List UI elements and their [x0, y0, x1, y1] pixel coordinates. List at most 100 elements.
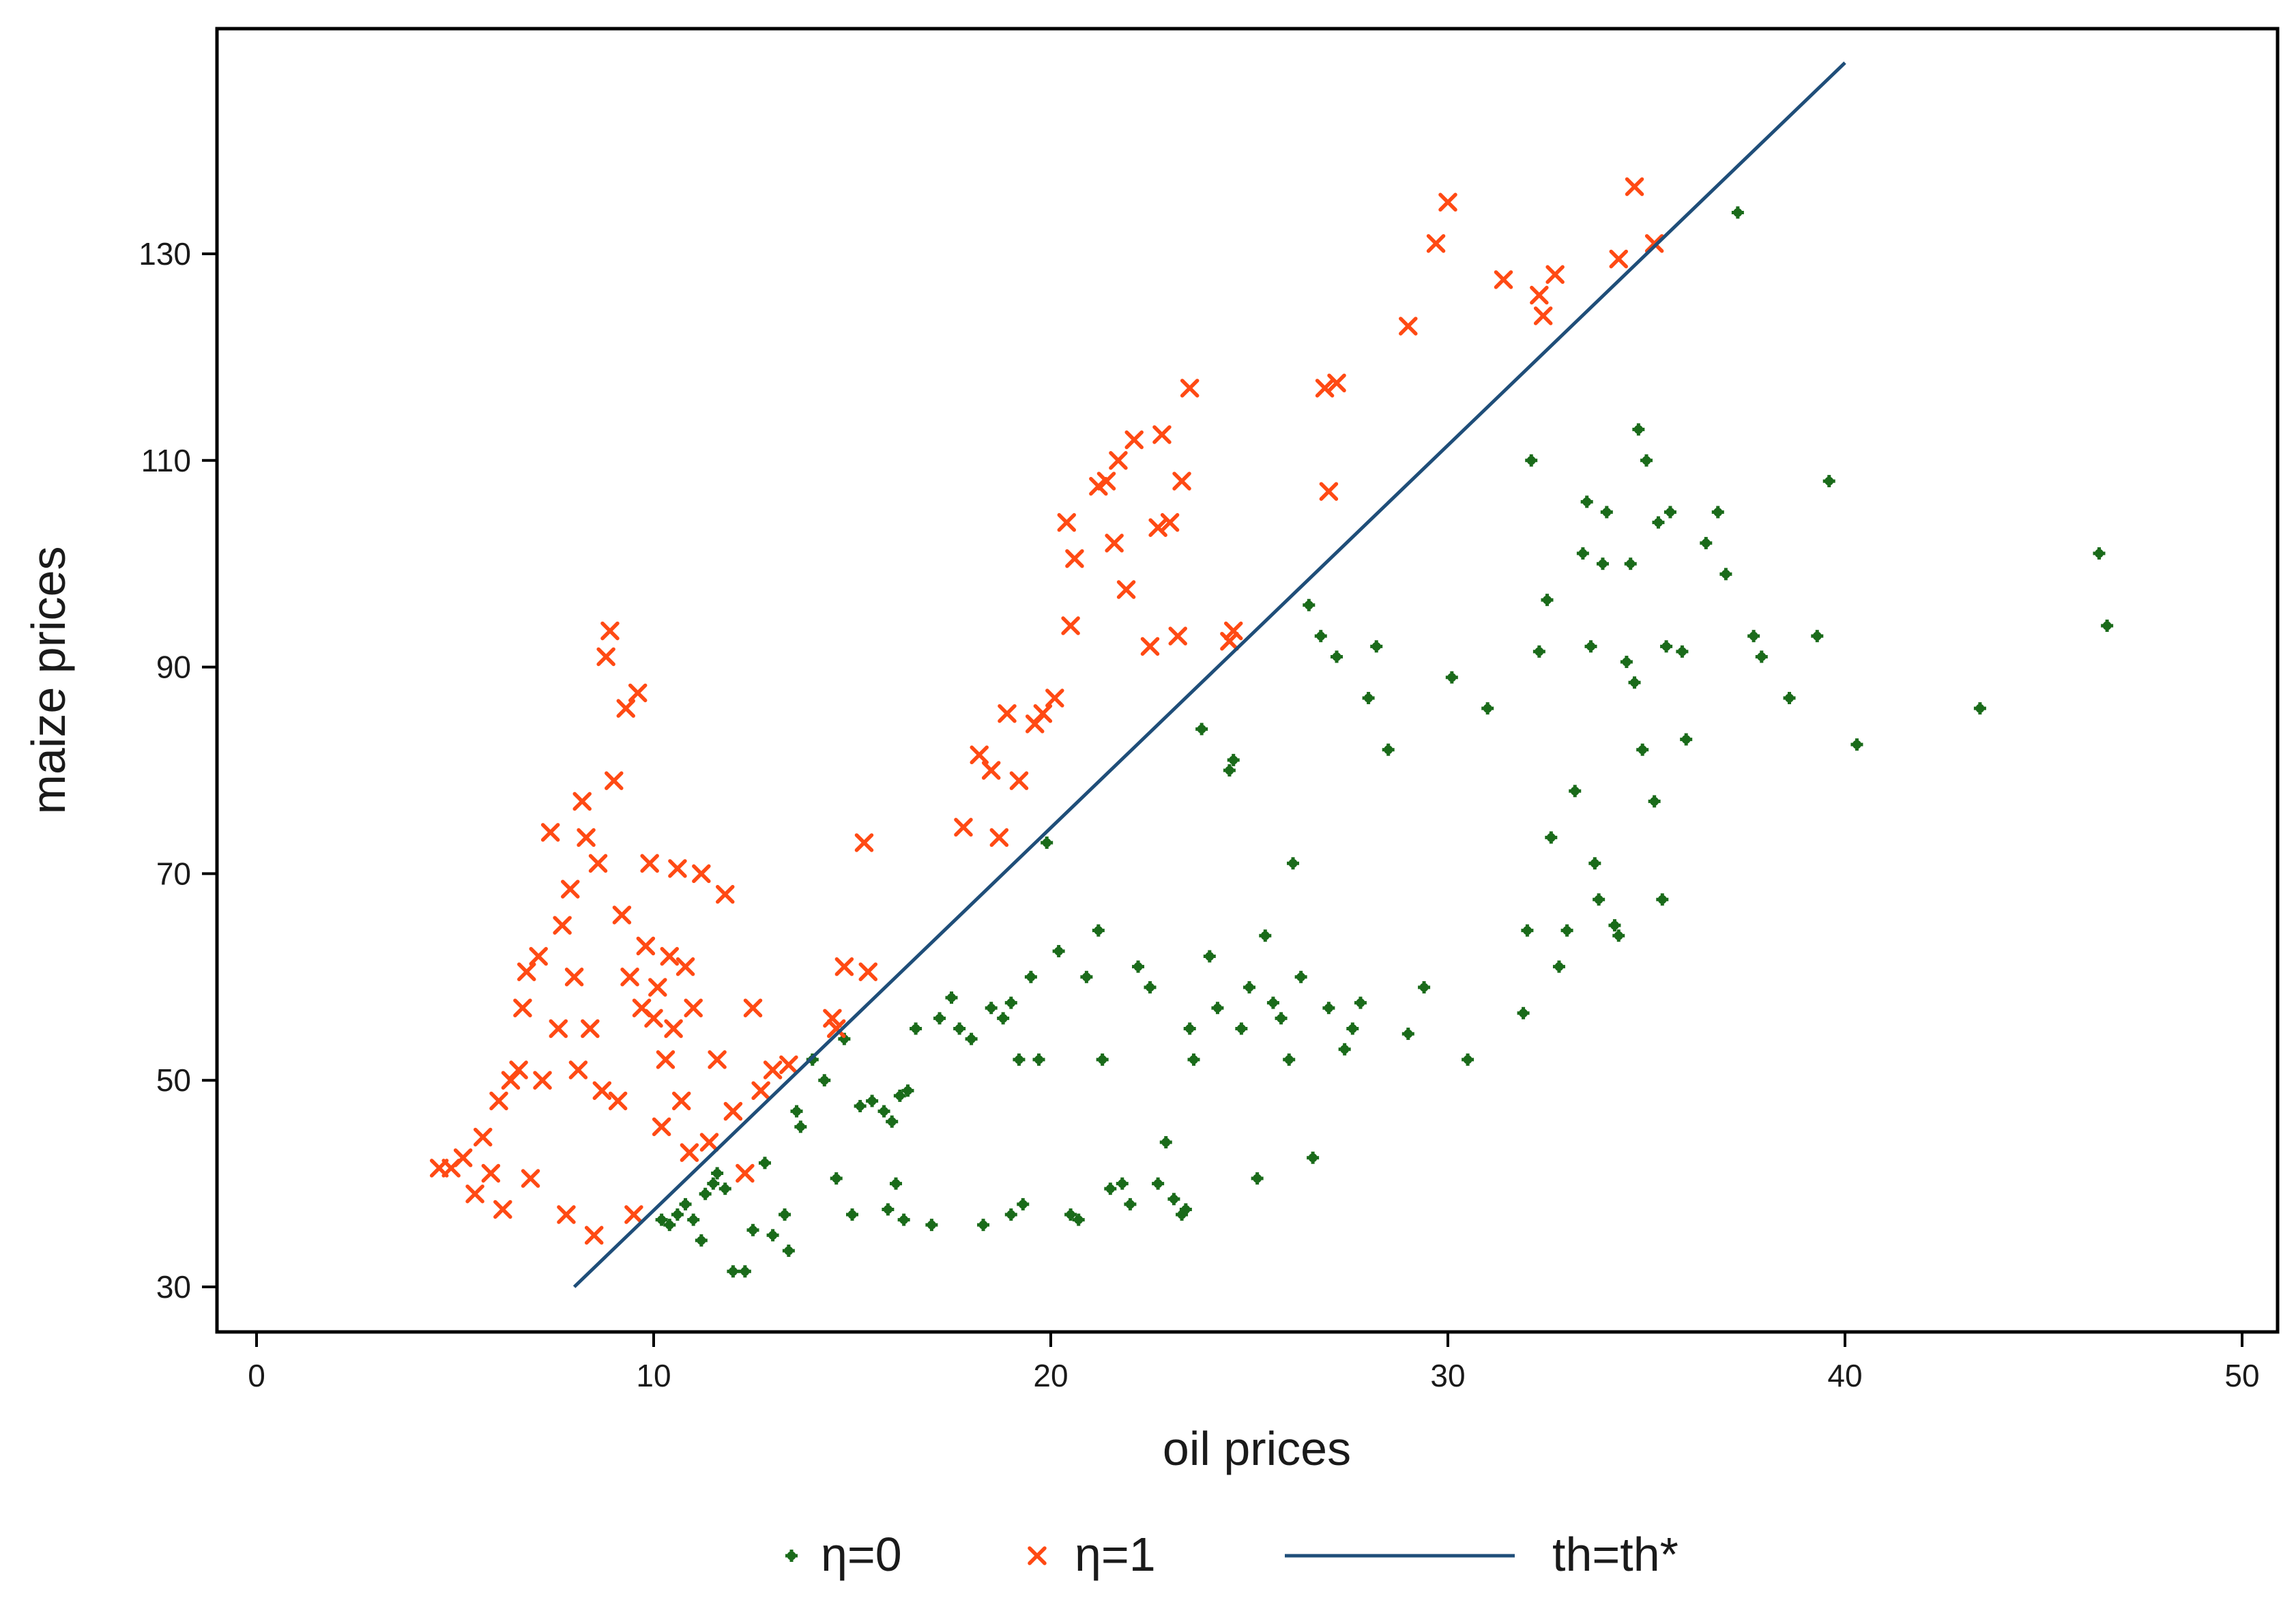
eta1-point	[605, 771, 624, 790]
eta1-point	[656, 1050, 675, 1069]
eta0-point	[890, 1177, 903, 1190]
y-tick-label: 50	[156, 1062, 191, 1098]
eta1-point	[465, 1184, 484, 1204]
cross-stroke	[540, 823, 560, 842]
eta0-point	[746, 1223, 759, 1236]
cross-stroke	[1148, 518, 1167, 537]
legend-item-threshold-line: th=th*	[1285, 1528, 1679, 1581]
eta1-point	[823, 1008, 842, 1028]
eta0-point	[1294, 970, 1307, 983]
eta0-point	[711, 1167, 724, 1180]
tick-group: 0 10 20 30 40 50 30 50 70 90 110 130	[139, 236, 2259, 1393]
legend-label-eta0: η=0	[821, 1528, 902, 1581]
eta1-point	[1105, 534, 1124, 553]
eta0-point	[1632, 423, 1645, 436]
eta1-point	[540, 823, 560, 842]
eta0-point	[1179, 1203, 1192, 1216]
eta0-point	[1401, 1028, 1414, 1041]
eta0-point	[1080, 970, 1093, 983]
legend-dot-marker	[785, 1550, 798, 1562]
eta1-point	[660, 946, 680, 966]
eta0-point	[679, 1198, 692, 1210]
eta1-point	[588, 854, 608, 873]
eta1-point	[1399, 317, 1418, 336]
eta1-point	[549, 1019, 568, 1039]
eta0-point	[727, 1265, 740, 1278]
eta1-point	[1625, 177, 1644, 197]
cross-stroke	[1609, 249, 1629, 269]
cross-stroke	[509, 1060, 528, 1079]
cross-stroke	[1116, 580, 1136, 599]
eta0-point	[1676, 645, 1689, 658]
cross-stroke	[1168, 626, 1187, 645]
eta1-point	[1223, 621, 1243, 641]
eta0-point	[794, 1120, 807, 1133]
eta0-point	[1338, 1043, 1351, 1056]
cross-stroke	[826, 1019, 846, 1039]
eta0-point	[1251, 1172, 1264, 1185]
eta0-point	[1382, 743, 1395, 756]
cross-stroke	[1033, 703, 1053, 723]
eta0-point	[671, 1208, 684, 1221]
eta1-point	[616, 699, 636, 718]
eta0-point	[1445, 671, 1458, 684]
eta1-point	[1180, 379, 1200, 398]
eta1-point	[1140, 637, 1160, 656]
eta0-point	[1521, 924, 1534, 937]
eta0-point	[882, 1203, 895, 1216]
cross-stroke	[716, 884, 735, 904]
cross-stroke	[592, 1081, 612, 1101]
cross-stroke	[577, 828, 596, 847]
eta1-point	[779, 1055, 798, 1075]
eta0-point	[953, 1022, 966, 1035]
legend-marker-eta0	[785, 1550, 798, 1562]
cross-stroke	[644, 1008, 663, 1028]
x-tick-label: 50	[2224, 1358, 2259, 1393]
eta1-point	[561, 880, 580, 899]
eta0-point	[738, 1265, 751, 1278]
eta1-point	[664, 1019, 683, 1039]
eta0-point	[1227, 753, 1240, 766]
eta0-point	[1628, 676, 1641, 689]
cross-stroke	[549, 1019, 568, 1039]
eta1-point	[743, 998, 763, 1017]
eta1-point	[1152, 425, 1172, 444]
eta1-point	[648, 978, 667, 997]
cross-stroke	[553, 916, 572, 935]
cross-stroke	[834, 957, 854, 976]
eta0-point	[1314, 630, 1327, 643]
eta1-point	[529, 946, 548, 966]
eta0-point	[977, 1219, 990, 1232]
cross-stroke	[823, 1008, 842, 1028]
cross-stroke	[751, 1081, 770, 1101]
eta0-point	[1747, 630, 1760, 643]
eta0-point	[1052, 944, 1065, 957]
eta0-point	[1152, 1177, 1165, 1190]
legend-cross-marker	[1028, 1546, 1047, 1565]
cross-stroke	[628, 683, 648, 703]
eta0-point	[1243, 981, 1255, 993]
eta0-point	[1680, 733, 1693, 746]
eta1-point	[1327, 373, 1346, 392]
eta1-point	[553, 916, 572, 935]
eta1-point	[684, 998, 703, 1017]
cross-stroke	[1172, 471, 1191, 491]
cross-stroke	[1315, 379, 1335, 398]
legend-label-eta1: η=1	[1075, 1528, 1156, 1581]
eta0-point	[1663, 506, 1676, 519]
cross-stroke	[624, 1205, 643, 1224]
eta1-point	[489, 1091, 508, 1111]
x-tick-label: 0	[248, 1358, 265, 1393]
eta1-point	[1545, 265, 1565, 285]
eta0-point	[1584, 640, 1597, 653]
axes	[215, 27, 2280, 1334]
eta0-point	[1041, 836, 1053, 849]
eta1-point	[834, 957, 854, 976]
eta0-point	[1481, 702, 1494, 715]
eta0-point	[945, 991, 958, 1004]
cross-stroke	[561, 880, 580, 899]
cross-stroke	[1105, 534, 1124, 553]
eta1-point	[577, 828, 596, 847]
eta1-point	[509, 1060, 528, 1079]
eta0-point	[655, 1213, 668, 1226]
